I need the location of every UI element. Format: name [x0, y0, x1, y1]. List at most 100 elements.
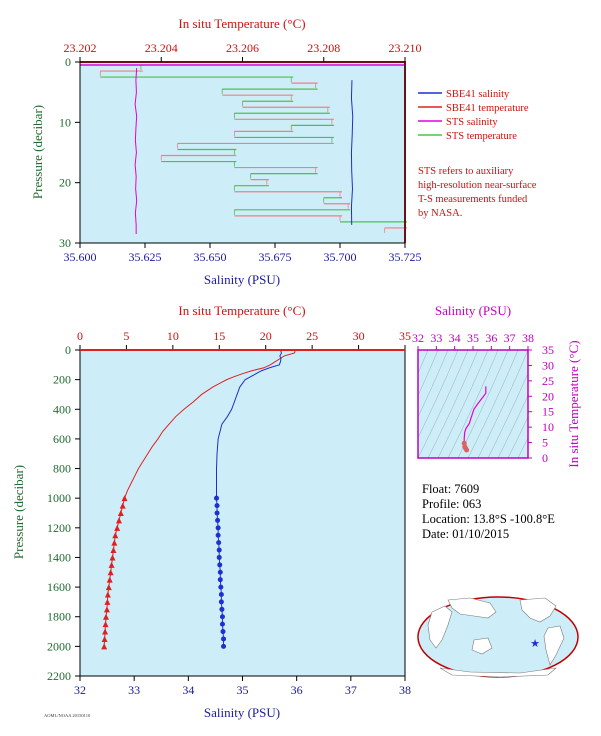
- float-location: Location: 13.8°S -100.8°E: [422, 512, 555, 526]
- temperature-marker: [117, 510, 124, 516]
- main-plot-area: [80, 350, 405, 676]
- main-sal-tick-label: 37: [345, 683, 357, 697]
- main-sal-tick-label: 38: [399, 683, 411, 697]
- world-map: ★: [417, 596, 579, 678]
- ts-sal-tick-label: 38: [522, 331, 534, 345]
- salinity-marker: [218, 592, 224, 597]
- sts-note: STS refers to auxiliary high-resolution …: [418, 166, 537, 219]
- salinity-marker: [221, 643, 227, 649]
- temperature-marker: [112, 532, 119, 539]
- density-contour: [467, 350, 519, 458]
- top-plot-temperature-title: In situ Temperature (°C): [178, 16, 305, 31]
- legend: SBE41 salinity SBE41 temperature STS salin…: [418, 89, 529, 142]
- salinity-marker: [220, 629, 226, 635]
- salinity-marker: [217, 562, 223, 568]
- density-contour: [427, 350, 479, 458]
- ts-density-contours: [418, 350, 528, 458]
- footer-code: AOML/NOAA 20150110: [44, 713, 91, 718]
- salinity-marker: [221, 636, 227, 642]
- salinity-marker: [215, 517, 221, 523]
- main-sal-tick-label: 34: [182, 683, 194, 697]
- profile-number: Profile: 063: [422, 497, 481, 511]
- main-temp-tick-label: 10: [167, 329, 179, 343]
- ts-sal-tick-label: 33: [430, 331, 442, 345]
- salinity-marker: [214, 503, 220, 509]
- ts-temp-tick-label: 15: [542, 405, 554, 419]
- ts-temp-tick-label: 30: [542, 358, 554, 372]
- ts-sal-tick-label: 37: [504, 331, 516, 345]
- sts-note-line-1: STS refers to auxiliary: [418, 166, 514, 177]
- legend-label: SBE41 salinity: [446, 89, 510, 100]
- top-pressure-tick-label: 0: [65, 55, 71, 69]
- main-pressure-tick-label: 600: [53, 432, 71, 446]
- salinity-marker: [216, 540, 222, 546]
- ts-temp-tick-label: 5: [542, 436, 548, 450]
- temperature-marker: [103, 606, 110, 613]
- main-pressure-tick-label: 1200: [47, 521, 71, 535]
- map-north-america: [519, 597, 557, 623]
- top-plot-area: [80, 62, 405, 243]
- top-temp-tick-label: 23.204: [145, 41, 178, 55]
- map-antarctica: [439, 667, 557, 678]
- profile-date: Date: 01/10/2015: [422, 527, 509, 541]
- salinity-marker: [218, 584, 224, 590]
- top-sal-tick-label: 35.675: [259, 250, 292, 264]
- density-contour: [487, 372, 528, 458]
- float-id: Float: 7609: [422, 482, 479, 496]
- top-pressure-tick-label: 20: [59, 176, 71, 190]
- ts-deep-marker: [464, 447, 470, 453]
- main-temp-tick-label: 15: [213, 329, 225, 343]
- main-temp-tick-label: 30: [353, 329, 365, 343]
- density-contour: [418, 350, 429, 374]
- salinity-marker: [214, 510, 220, 516]
- ts-temperature-title: In situ Temperature (°C): [566, 340, 581, 467]
- sts-note-line-2: high-resolution near-surface: [418, 180, 537, 191]
- salinity-marker: [216, 547, 222, 553]
- map-asia: [447, 597, 497, 619]
- density-contour: [418, 350, 449, 418]
- main-pressure-tick-label: 1000: [47, 491, 71, 505]
- top-temp-tick-label: 23.210: [389, 41, 422, 55]
- top-plot: 23.202 23.204 23.206 23.208 23.210 35.600 35.6…: [30, 16, 422, 287]
- float-info: Float: 7609 Profile: 063 Location: 13.8°…: [422, 482, 555, 541]
- main-plot: 0 5 10 15 20 25 30 35 32 33 34 35 36 37 38 0 200 400 600 80…: [11, 303, 411, 720]
- density-contour: [447, 350, 499, 458]
- salinity-marker: [219, 621, 225, 627]
- ts-temp-tick-label: 0: [542, 451, 548, 465]
- sbe41-temperature-profile: [124, 349, 296, 499]
- salinity-marker: [218, 599, 224, 605]
- salinity-marker: [215, 532, 221, 538]
- temperature-marker: [105, 584, 112, 591]
- ts-sal-tick-label: 35: [467, 331, 479, 345]
- map-africa-europe: [427, 605, 453, 649]
- temperature-marker: [108, 561, 115, 568]
- ts-plot-area: [418, 350, 528, 458]
- salinity-marker: [219, 614, 225, 620]
- top-plot-salinity-title: Salinity (PSU): [204, 272, 280, 287]
- ts-sal-tick-label: 36: [485, 331, 497, 345]
- top-sal-tick-label: 35.650: [194, 250, 227, 264]
- main-temp-tick-label: 20: [260, 329, 272, 343]
- top-sal-tick-label: 35.600: [64, 250, 97, 264]
- main-plot-pressure-title: Pressure (decibar): [11, 465, 26, 559]
- top-sal-tick-label: 35.725: [389, 250, 422, 264]
- ts-sal-tick-label: 34: [449, 331, 461, 345]
- ts-temp-tick-label: 20: [542, 389, 554, 403]
- main-pressure-tick-label: 1800: [47, 610, 71, 624]
- salinity-marker: [214, 495, 219, 501]
- salinity-marker: [219, 606, 225, 612]
- temperature-marker: [102, 621, 109, 628]
- main-plot-ticks: 0 5 10 15 20 25 30 35 32 33 34 35 36 37 38 0 200 400 600 80…: [47, 329, 411, 697]
- salinity-marker: [217, 569, 223, 575]
- density-contour: [517, 437, 528, 458]
- density-contour: [477, 350, 528, 458]
- sbe41-salinity-profile: [216, 349, 283, 499]
- temperature-marker: [104, 598, 111, 605]
- salinity-marker: [217, 577, 223, 583]
- ts-temp-tick-label: 25: [542, 374, 554, 388]
- legend-label: SBE41 temperature: [446, 103, 529, 114]
- temperature-marker: [116, 517, 122, 524]
- main-temp-tick-label: 25: [306, 329, 318, 343]
- temperature-marker: [104, 591, 111, 598]
